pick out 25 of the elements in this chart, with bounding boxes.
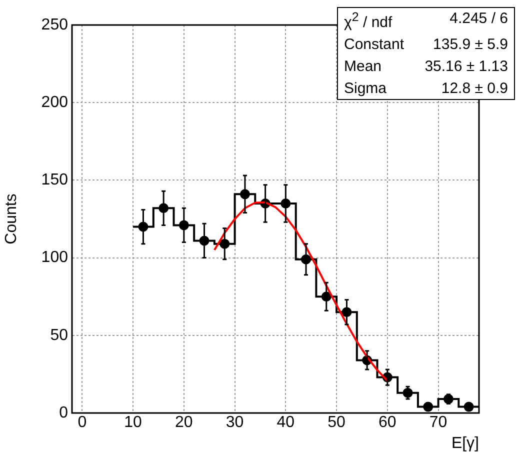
x-tick-label: 70 xyxy=(429,414,448,432)
point xyxy=(423,402,434,412)
x-tick-label: 60 xyxy=(378,414,396,432)
y-tick-label: 250 xyxy=(41,16,68,34)
annotation: Constant xyxy=(344,36,406,53)
x-axis-title: E[γ] xyxy=(451,434,479,452)
y-tick-label: 50 xyxy=(50,326,68,344)
x-tick-label: 20 xyxy=(175,414,193,432)
x-tick-label: 50 xyxy=(328,414,346,432)
y-tick-label: 200 xyxy=(41,94,68,112)
annotation: Mean xyxy=(344,58,383,75)
y-axis-title: Counts xyxy=(3,194,20,244)
annotation: χ$^{2}$ / ndf xyxy=(344,10,394,31)
annotation: 12.8 ± 0.9 xyxy=(440,80,508,97)
x-tick-label: 0 xyxy=(78,414,87,432)
annotation: 4.245 / 6 xyxy=(448,10,508,29)
point xyxy=(464,402,474,412)
annotation: 35.16 ± 1.13 xyxy=(424,58,508,75)
annotation: Sigma xyxy=(344,80,388,97)
x-tick-label: 10 xyxy=(124,414,142,432)
x-tick-label: 30 xyxy=(226,414,244,432)
y-tick-label: 150 xyxy=(41,172,68,189)
x-tick-label: 40 xyxy=(276,414,295,432)
y-tick-label: 100 xyxy=(41,249,68,266)
annotation: 135.9 ± 5.9 xyxy=(432,36,508,53)
